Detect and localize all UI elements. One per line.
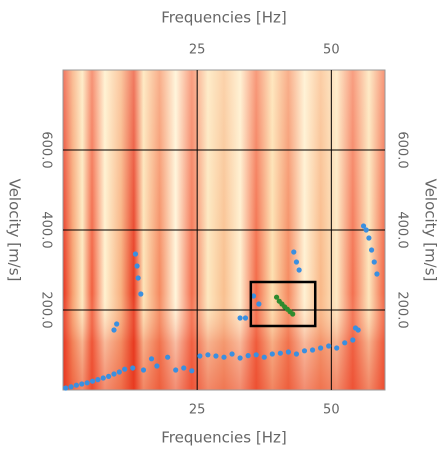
point [293, 259, 300, 265]
point [350, 337, 356, 343]
point [368, 247, 375, 253]
point [250, 293, 257, 299]
point [366, 235, 372, 241]
point [68, 384, 74, 390]
point [237, 315, 243, 321]
point [291, 249, 297, 255]
point [132, 251, 139, 257]
point [245, 353, 251, 359]
point [285, 349, 291, 355]
point [242, 315, 249, 321]
point [138, 291, 144, 297]
point [277, 350, 283, 356]
x-tick-label-top: 25 [189, 43, 206, 58]
point [154, 363, 160, 369]
point [296, 267, 302, 273]
point [334, 345, 340, 351]
point [371, 259, 377, 265]
point [89, 378, 96, 384]
point [95, 377, 101, 383]
point [237, 355, 243, 361]
point [189, 368, 195, 374]
point [256, 301, 262, 307]
point [106, 373, 112, 379]
y-tick-label-right: 400.0 [395, 211, 410, 248]
point [273, 294, 280, 300]
x-tick-label: 50 [323, 403, 340, 418]
point [363, 227, 369, 233]
point [309, 347, 316, 353]
point [326, 343, 332, 349]
point [134, 263, 140, 269]
x-axis-title: Frequencies [Hz] [161, 429, 286, 447]
point [360, 223, 367, 229]
point [181, 365, 187, 371]
y-axis-title: Velocity [m/s] [6, 179, 24, 282]
x-tick-label-top: 50 [323, 43, 340, 58]
point [100, 375, 106, 381]
point [352, 325, 359, 331]
point [165, 354, 171, 360]
point [229, 351, 235, 357]
point [205, 352, 211, 358]
y-tick-label-right: 600.0 [395, 131, 410, 168]
point [79, 381, 85, 387]
point [293, 351, 300, 357]
point [318, 345, 324, 351]
point [173, 367, 179, 373]
point [269, 351, 275, 357]
point [116, 369, 122, 375]
point [213, 353, 219, 359]
point [221, 354, 227, 360]
y-tick-label: 600.0 [39, 131, 54, 168]
point [342, 340, 348, 346]
point [111, 371, 117, 377]
point [197, 353, 203, 359]
point [122, 366, 128, 372]
point [130, 365, 136, 371]
point [84, 380, 90, 386]
y-tick-label: 200.0 [39, 291, 54, 328]
point [261, 354, 267, 360]
x-axis-title-top: Frequencies [Hz] [161, 9, 286, 27]
point [63, 385, 69, 391]
point [135, 275, 141, 281]
point [301, 348, 308, 354]
x-tick-label: 25 [189, 403, 206, 418]
y-tick-label-right: 200.0 [395, 291, 410, 328]
point [114, 321, 120, 327]
y-tick-label: 400.0 [39, 211, 54, 248]
y-axis-title-right: Velocity [m/s] [422, 179, 440, 282]
point [73, 382, 80, 388]
selection-box [249, 280, 317, 328]
point [253, 352, 259, 358]
point [111, 327, 117, 333]
point [290, 311, 296, 317]
point [374, 271, 380, 277]
point [148, 356, 155, 362]
point [140, 367, 147, 373]
